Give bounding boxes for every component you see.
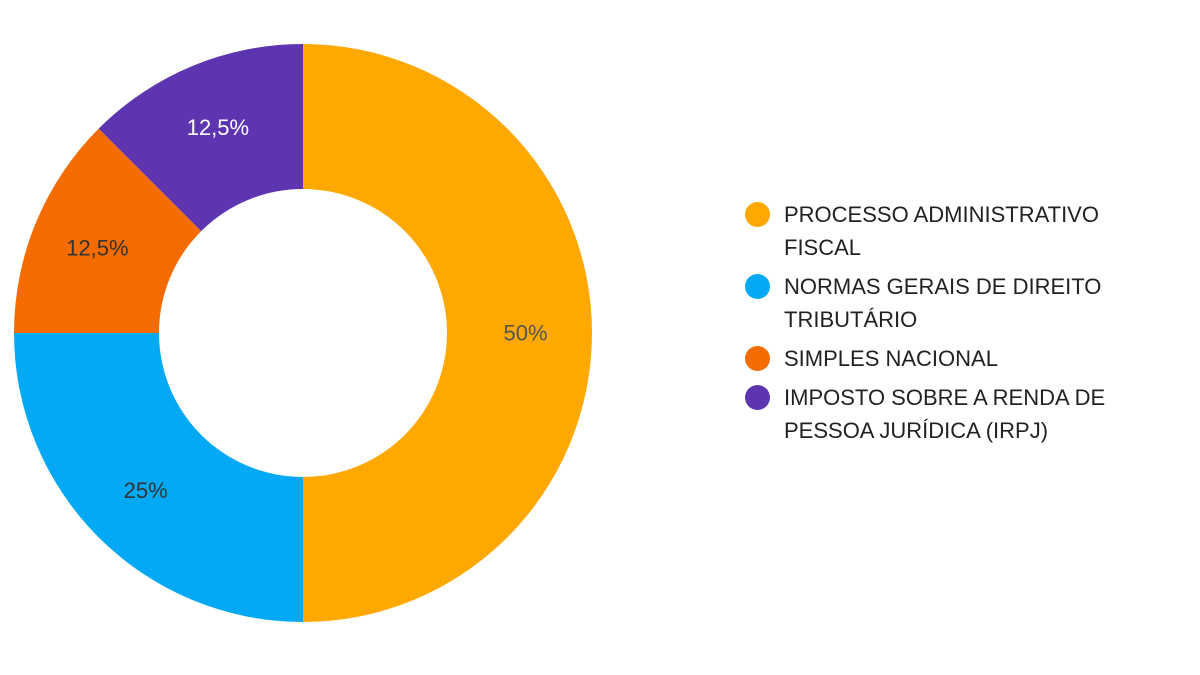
slice-1 [14, 333, 303, 622]
slice-label-1: 25% [124, 478, 168, 503]
slice-3 [98, 44, 303, 232]
donut-plot: 50% 25% 12,5% 12,5% [14, 44, 592, 622]
legend-item-0: PROCESSO ADMINISTRATIVO FISCAL [745, 198, 1185, 264]
legend-item-1: NORMAS GERAIS DE DIREITO TRIBUTÁRIO [745, 270, 1185, 336]
slice-label-3: 12,5% [187, 115, 249, 140]
legend-swatch-3 [745, 385, 770, 410]
legend-label-1: NORMAS GERAIS DE DIREITO TRIBUTÁRIO [784, 274, 1102, 332]
legend: PROCESSO ADMINISTRATIVO FISCAL NORMAS GER… [745, 198, 1185, 453]
legend-swatch-2 [745, 346, 770, 371]
legend-swatch-1 [745, 274, 770, 299]
slice-label-0: 50% [503, 321, 547, 346]
legend-label-3: IMPOSTO SOBRE A RENDA DE PESSOA JURÍDICA… [784, 385, 1106, 443]
slice-2 [14, 128, 202, 333]
slice-label-2: 12,5% [66, 235, 128, 260]
legend-swatch-0 [745, 202, 770, 227]
slice-0 [303, 44, 592, 622]
legend-item-3: IMPOSTO SOBRE A RENDA DE PESSOA JURÍDICA… [745, 381, 1185, 447]
legend-label-2: SIMPLES NACIONAL [784, 346, 998, 371]
legend-item-2: SIMPLES NACIONAL [745, 342, 1185, 375]
legend-label-0: PROCESSO ADMINISTRATIVO FISCAL [784, 202, 1099, 260]
